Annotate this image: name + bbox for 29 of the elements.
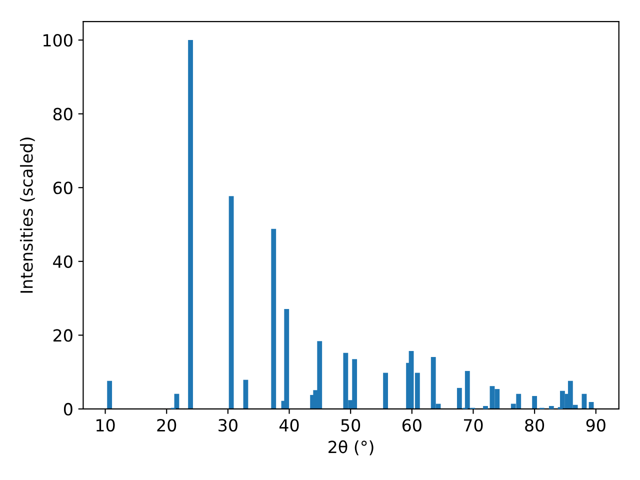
bar	[107, 380, 112, 409]
bar	[228, 196, 234, 409]
y-tick-label: 20	[53, 329, 72, 342]
bar	[383, 372, 388, 409]
y-tick-label: 80	[53, 108, 72, 120]
bar	[483, 406, 488, 409]
x-tick-label: 30	[218, 418, 238, 432]
bar	[352, 359, 358, 409]
x-tick-label: 90	[586, 418, 606, 432]
bar	[548, 406, 554, 409]
x-tick-label: 80	[525, 418, 544, 432]
bar	[317, 341, 322, 409]
x-tick-label: 20	[157, 418, 176, 432]
bar	[243, 380, 248, 409]
x-tick-label: 70	[464, 418, 483, 432]
bar	[532, 396, 538, 409]
y-axis-title: Intensities (scaled)	[20, 138, 35, 293]
bar	[284, 308, 290, 409]
y-tick-label: 0	[64, 402, 72, 416]
x-tick-label: 50	[341, 418, 360, 432]
y-tick-label: 60	[53, 182, 72, 194]
y-tick-label: 100	[43, 34, 72, 47]
x-axis-title: 2θ (°)	[328, 440, 374, 456]
x-tick-label: 40	[279, 418, 299, 432]
x-tick-label: 60	[402, 418, 422, 432]
x-tick-label: 10	[96, 418, 115, 432]
bar	[271, 228, 276, 409]
y-tick-label: 40	[53, 255, 72, 268]
bar	[188, 40, 193, 409]
